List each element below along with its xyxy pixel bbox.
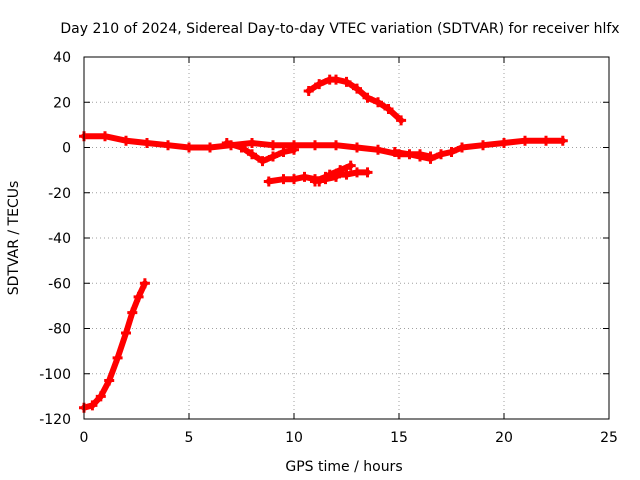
track-rising-tail [314,160,356,187]
data-point [289,174,299,185]
data-point [331,74,341,85]
data-point [436,149,446,160]
data-point [221,137,232,148]
data-point [163,140,173,151]
plot-frame [83,56,610,420]
data-point [247,149,257,160]
data-point [121,135,131,146]
data-point [100,131,110,142]
data-point [373,97,383,108]
series-line [81,280,148,411]
x-tick-label: 5 [185,430,194,446]
data-point [499,137,509,148]
data-point [121,328,131,339]
data-point [541,135,551,146]
data-point [263,176,274,187]
data-point [457,142,467,153]
data-point [415,151,425,162]
data-point [257,156,268,167]
data-point [87,400,98,411]
data-point [557,135,568,146]
data-point [184,142,194,153]
x-axis-title: GPS time / hours [285,459,402,475]
y-tick-label: -80 [48,322,71,338]
data-point [278,174,289,185]
data-point [345,160,356,171]
data-point [127,307,138,318]
data-point [335,165,346,176]
y-tick-label: -100 [39,367,71,383]
data-point [268,151,278,162]
series-line [316,162,354,185]
data-point [404,149,415,160]
grid-lines [84,57,609,419]
y-axis-title: SDTVAR / TECUs [6,181,22,296]
series-line [305,76,405,124]
data-point [205,142,215,153]
x-tick-label: 25 [600,430,618,446]
y-tick-label: -20 [48,186,71,202]
data-point [247,137,257,148]
track-arc [303,74,407,126]
data-point [373,144,383,155]
track-steep-rise [79,278,150,413]
y-tick-label: -60 [48,276,71,292]
data-point [104,375,115,386]
data-point [389,147,400,158]
axis-ticks: 0 5 10 15 20 25 40 20 0 -20 -40 -60 -80 -100 -120 [39,50,618,446]
data-point [314,176,325,187]
data-point [142,137,152,148]
data-point [139,278,150,289]
data-point [341,76,352,87]
data-point [362,92,373,103]
data-point [352,142,362,153]
data-point [112,352,123,363]
y-tick-label: -40 [48,231,71,247]
y-tick-label: -120 [39,412,71,428]
data-point [341,169,352,180]
x-tick-label: 0 [80,430,89,446]
data-point [478,140,488,151]
data-point [299,171,310,182]
data-point [396,115,407,126]
data-point [362,167,373,178]
data-point [278,147,289,158]
chart-title: Day 210 of 2024, Sidereal Day-to-day VTE… [60,21,619,37]
x-tick-label: 20 [495,430,513,446]
data-point [303,85,314,96]
y-tick-label: 40 [53,50,71,66]
y-tick-label: 20 [53,95,71,111]
data-point [268,140,278,151]
data-point [446,147,457,158]
track-dip [221,137,299,167]
track-late [389,135,568,164]
data-point [352,83,362,94]
x-tick-label: 10 [285,430,303,446]
data-point [310,140,320,151]
data-point [95,391,106,402]
data-point [289,144,299,155]
data-point [425,153,436,164]
data-point [236,142,247,153]
data-point [331,140,341,151]
data-point [314,79,325,90]
data-point [383,104,394,115]
series-layer [79,74,568,413]
data-point [520,135,530,146]
data-point [133,291,144,302]
data-point [324,169,335,180]
x-tick-label: 15 [390,430,408,446]
data-point [352,167,362,178]
y-tick-label: 0 [62,141,71,157]
